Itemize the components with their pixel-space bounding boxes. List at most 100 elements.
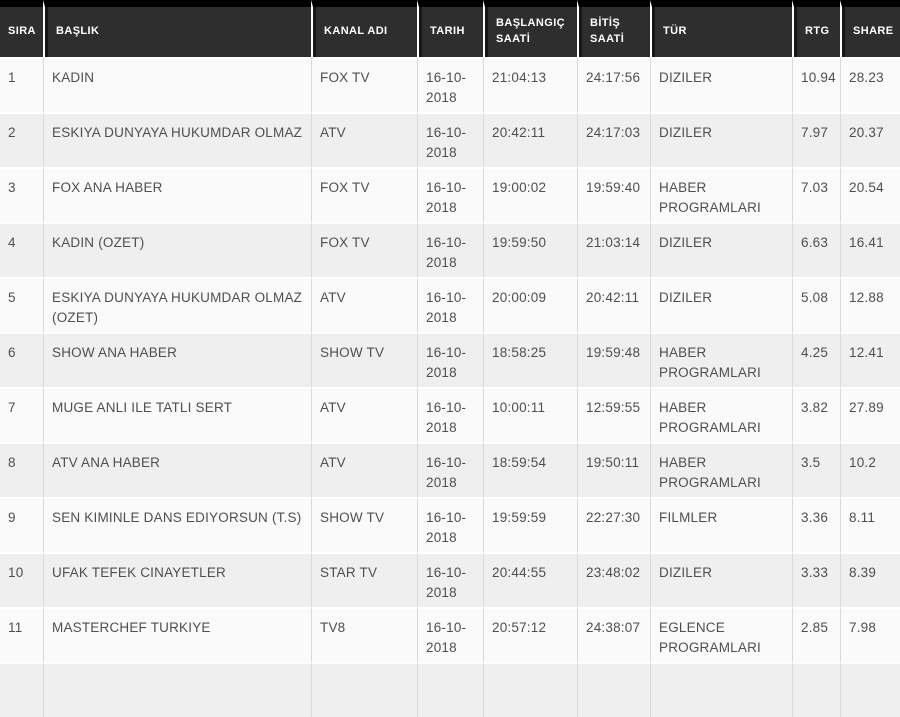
table-row: 3 FOX ANA HABER FOX TV 16-10-2018 19:00:02 19… (0, 167, 900, 222)
cell-baslangic: 20:57:12 (483, 607, 577, 662)
table-row: 9 SEN KIMINLE DANS EDIYORSUN (T.S) SHOW TV… (0, 497, 900, 552)
cell-sira: 8 (0, 442, 43, 497)
cell-bitis: 19:59:48 (577, 332, 650, 387)
cell-tur: FILMLER (650, 497, 792, 552)
cell-share: 27.89 (840, 387, 900, 442)
cell-bitis: 24:38:07 (577, 607, 650, 662)
cell-bitis (577, 662, 650, 717)
cell-baslangic: 20:44:55 (483, 552, 577, 607)
cell-kanal: ATV (311, 387, 417, 442)
cell-tur: DIZILER (650, 57, 792, 112)
cell-tarih: 16-10-2018 (417, 222, 483, 277)
cell-sira: 6 (0, 332, 43, 387)
cell-baslik (43, 662, 311, 717)
cell-baslik: UFAK TEFEK CINAYETLER (43, 552, 311, 607)
cell-rtg: 6.63 (792, 222, 840, 277)
column-header-tur: TÜR (650, 0, 792, 57)
cell-tur: DIZILER (650, 112, 792, 167)
table-row: 4 KADIN (OZET) FOX TV 16-10-2018 19:59:50 21:… (0, 222, 900, 277)
cell-sira (0, 662, 43, 717)
table-row: 11 MASTERCHEF TURKIYE TV8 16-10-2018 20:57:1… (0, 607, 900, 662)
cell-share: 20.54 (840, 167, 900, 222)
cell-tarih: 16-10-2018 (417, 332, 483, 387)
cell-kanal: FOX TV (311, 167, 417, 222)
cell-kanal (311, 662, 417, 717)
table-header-row: SIRA BAŞLIK KANAL ADI TARIH BAŞLANGIÇ SAATİ B… (0, 0, 900, 57)
cell-sira: 5 (0, 277, 43, 332)
cell-rtg: 3.33 (792, 552, 840, 607)
cell-tur (650, 662, 792, 717)
cell-sira: 10 (0, 552, 43, 607)
cell-baslik: ATV ANA HABER (43, 442, 311, 497)
cell-share: 28.23 (840, 57, 900, 112)
table-row: 10 UFAK TEFEK CINAYETLER STAR TV 16-10-2018… (0, 552, 900, 607)
table-row: 2 ESKIYA DUNYAYA HUKUMDAR OLMAZ ATV 16-10-2… (0, 112, 900, 167)
cell-baslik: MUGE ANLI ILE TATLI SERT (43, 387, 311, 442)
cell-bitis: 21:03:14 (577, 222, 650, 277)
cell-bitis: 19:59:40 (577, 167, 650, 222)
cell-baslangic: 20:42:11 (483, 112, 577, 167)
table-row: 8 ATV ANA HABER ATV 16-10-2018 18:59:54 19:50… (0, 442, 900, 497)
cell-kanal: ATV (311, 112, 417, 167)
cell-sira: 3 (0, 167, 43, 222)
cell-tarih: 16-10-2018 (417, 167, 483, 222)
cell-baslangic (483, 662, 577, 717)
cell-rtg (792, 662, 840, 717)
cell-tarih: 16-10-2018 (417, 387, 483, 442)
cell-sira: 1 (0, 57, 43, 112)
cell-share: 20.37 (840, 112, 900, 167)
cell-kanal: ATV (311, 442, 417, 497)
cell-tur: EGLENCE PROGRAMLARI (650, 607, 792, 662)
cell-tarih: 16-10-2018 (417, 552, 483, 607)
cell-baslik: KADIN (OZET) (43, 222, 311, 277)
column-header-rtg: RTG (792, 0, 840, 57)
cell-rtg: 10.94 (792, 57, 840, 112)
cell-kanal: ATV (311, 277, 417, 332)
cell-tarih: 16-10-2018 (417, 112, 483, 167)
cell-baslik: ESKIYA DUNYAYA HUKUMDAR OLMAZ (43, 112, 311, 167)
cell-share: 12.41 (840, 332, 900, 387)
cell-baslangic: 21:04:13 (483, 57, 577, 112)
cell-share: 12.88 (840, 277, 900, 332)
cell-baslangic: 19:00:02 (483, 167, 577, 222)
column-header-bitis: BİTİŞ SAATİ (577, 0, 650, 57)
cell-share: 16.41 (840, 222, 900, 277)
cell-bitis: 12:59:55 (577, 387, 650, 442)
cell-share: 7.98 (840, 607, 900, 662)
cell-tur: HABER PROGRAMLARI (650, 387, 792, 442)
cell-baslangic: 18:58:25 (483, 332, 577, 387)
cell-baslangic: 20:00:09 (483, 277, 577, 332)
table-body: 1 KADIN FOX TV 16-10-2018 21:04:13 24:17:56 DI… (0, 57, 900, 717)
cell-bitis: 24:17:03 (577, 112, 650, 167)
cell-kanal: SHOW TV (311, 497, 417, 552)
cell-rtg: 5.08 (792, 277, 840, 332)
cell-tur: DIZILER (650, 222, 792, 277)
cell-share: 10.2 (840, 442, 900, 497)
table-row-partial (0, 662, 900, 717)
cell-bitis: 22:27:30 (577, 497, 650, 552)
column-header-baslik: BAŞLIK (43, 0, 311, 57)
cell-bitis: 19:50:11 (577, 442, 650, 497)
table-row: 5 ESKIYA DUNYAYA HUKUMDAR OLMAZ (OZET) ATV… (0, 277, 900, 332)
column-header-kanal: KANAL ADI (311, 0, 417, 57)
cell-sira: 9 (0, 497, 43, 552)
cell-baslik: MASTERCHEF TURKIYE (43, 607, 311, 662)
column-header-share: SHARE (840, 0, 900, 57)
cell-share: 8.11 (840, 497, 900, 552)
cell-share: 8.39 (840, 552, 900, 607)
cell-sira: 11 (0, 607, 43, 662)
table-row: 7 MUGE ANLI ILE TATLI SERT ATV 16-10-2018 10… (0, 387, 900, 442)
cell-tur: HABER PROGRAMLARI (650, 332, 792, 387)
cell-rtg: 3.36 (792, 497, 840, 552)
cell-baslangic: 19:59:50 (483, 222, 577, 277)
cell-tur: HABER PROGRAMLARI (650, 442, 792, 497)
table-row: 6 SHOW ANA HABER SHOW TV 16-10-2018 18:58:25… (0, 332, 900, 387)
cell-bitis: 23:48:02 (577, 552, 650, 607)
cell-tarih: 16-10-2018 (417, 607, 483, 662)
cell-rtg: 4.25 (792, 332, 840, 387)
cell-baslik: ESKIYA DUNYAYA HUKUMDAR OLMAZ (OZET) (43, 277, 311, 332)
cell-bitis: 20:42:11 (577, 277, 650, 332)
cell-baslangic: 10:00:11 (483, 387, 577, 442)
cell-kanal: SHOW TV (311, 332, 417, 387)
table-row: 1 KADIN FOX TV 16-10-2018 21:04:13 24:17:56 DI… (0, 57, 900, 112)
